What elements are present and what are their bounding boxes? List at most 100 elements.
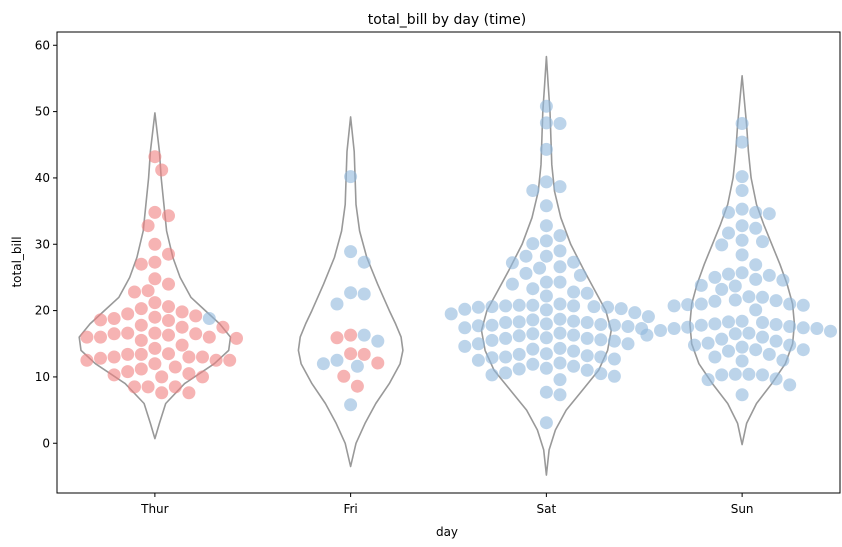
- point-sun-dinner: [742, 367, 756, 381]
- point-sun-dinner: [735, 202, 749, 216]
- point-sun-dinner: [722, 315, 735, 329]
- point-thur-lunch: [141, 219, 155, 233]
- point-thur-lunch: [223, 353, 237, 367]
- point-sun-dinner: [715, 282, 729, 296]
- point-fri-dinner: [344, 398, 358, 412]
- point-fri-lunch: [344, 347, 358, 361]
- point-sun-dinner: [742, 290, 756, 304]
- violin-fri: [297, 116, 404, 468]
- point-sun-dinner: [735, 388, 749, 402]
- point-sun-dinner: [749, 205, 763, 219]
- point-sat-dinner: [526, 313, 540, 327]
- point-sat-dinner: [553, 341, 567, 355]
- point-sun-dinner: [756, 235, 769, 249]
- point-thur-lunch: [121, 347, 135, 361]
- point-thur-lunch: [121, 326, 135, 340]
- point-sat-dinner: [539, 317, 553, 331]
- x-tick-label-sat: Sat: [537, 502, 557, 516]
- point-sun-dinner: [735, 248, 749, 262]
- point-sat-dinner: [553, 180, 567, 194]
- point-thur-lunch: [175, 320, 189, 334]
- point-sun-dinner: [715, 238, 729, 252]
- point-thur-lunch: [134, 347, 148, 361]
- point-sat-dinner: [533, 261, 547, 275]
- point-sat-dinner: [519, 249, 533, 263]
- point-sun-dinner: [722, 205, 735, 219]
- point-sat-dinner: [621, 320, 635, 333]
- point-sat-dinner: [526, 184, 540, 197]
- point-thur-lunch: [162, 347, 175, 361]
- point-sat-dinner: [587, 300, 601, 314]
- point-sat-dinner: [499, 350, 513, 364]
- point-sat-dinner: [607, 318, 621, 332]
- x-tick-label-fri: Fri: [343, 502, 357, 516]
- point-sat-dinner: [539, 249, 553, 263]
- point-thur-lunch: [162, 277, 175, 291]
- point-thur-lunch: [196, 370, 209, 384]
- point-sat-dinner: [458, 339, 472, 353]
- chart-title: total_bill by day (time): [368, 12, 526, 28]
- point-sat-dinner: [567, 328, 581, 342]
- point-sat-dinner: [553, 297, 567, 311]
- point-sat-dinner: [553, 260, 567, 274]
- point-sun-dinner: [715, 368, 729, 382]
- point-sat-dinner: [458, 302, 472, 316]
- point-thur-lunch: [155, 386, 169, 400]
- point-sat-dinner: [553, 229, 567, 243]
- point-sun-dinner: [735, 314, 749, 328]
- point-sun-dinner: [735, 219, 749, 233]
- point-sun-dinner: [762, 347, 776, 361]
- point-sat-dinner: [444, 307, 458, 321]
- point-thur-lunch: [175, 338, 189, 352]
- point-thur-lunch: [80, 353, 94, 367]
- point-sat-dinner: [594, 333, 608, 347]
- point-sun-dinner: [735, 117, 749, 130]
- point-sat-dinner: [539, 361, 553, 375]
- point-sat-dinner: [607, 334, 621, 348]
- point-sat-dinner: [553, 326, 567, 340]
- point-thur-lunch: [189, 309, 203, 323]
- point-sun-dinner: [769, 318, 783, 331]
- point-thur-lunch: [134, 318, 148, 332]
- point-sat-dinner: [471, 300, 485, 314]
- point-sat-dinner: [512, 315, 526, 329]
- point-thur-lunch: [168, 380, 182, 394]
- point-thur-lunch: [155, 370, 169, 384]
- point-sun-dinner: [776, 273, 790, 287]
- point-thur-lunch: [141, 284, 155, 298]
- point-sat-dinner: [526, 327, 540, 341]
- point-sat-dinner: [512, 347, 526, 361]
- point-sun-dinner: [756, 368, 769, 382]
- point-sat-dinner: [553, 244, 567, 258]
- point-sat-dinner: [567, 359, 581, 373]
- point-sun-dinner: [756, 330, 769, 344]
- point-sat-dinner: [580, 331, 594, 345]
- point-sat-dinner: [505, 277, 519, 291]
- point-thur-lunch: [196, 350, 209, 364]
- violin-thur: [78, 112, 232, 440]
- violin-sun: [689, 75, 796, 446]
- x-tick-label-thur: Thur: [140, 502, 169, 516]
- point-thur-lunch: [209, 353, 223, 367]
- point-thur-lunch: [230, 331, 243, 345]
- point-sun-dinner: [701, 373, 715, 387]
- point-sun-dinner: [769, 372, 783, 386]
- point-sat-dinner: [567, 314, 581, 328]
- point-sun-dinner: [756, 316, 769, 329]
- point-sat-dinner: [607, 369, 621, 383]
- point-thur-lunch: [94, 313, 107, 327]
- point-thur-lunch: [175, 305, 189, 319]
- point-thur-lunch: [148, 326, 162, 340]
- violin-sat: [480, 55, 612, 476]
- point-thur-lunch: [148, 341, 162, 355]
- point-thur-lunch: [162, 247, 175, 261]
- point-sat-dinner: [499, 299, 513, 313]
- point-sun-dinner: [728, 327, 742, 341]
- point-sat-dinner: [567, 255, 581, 269]
- point-sat-dinner: [553, 117, 567, 130]
- point-sat-dinner: [580, 363, 594, 377]
- point-sat-dinner: [621, 337, 635, 351]
- point-sat-dinner: [485, 368, 499, 382]
- y-tick-label: 0: [42, 436, 50, 450]
- point-sun-dinner: [769, 334, 783, 348]
